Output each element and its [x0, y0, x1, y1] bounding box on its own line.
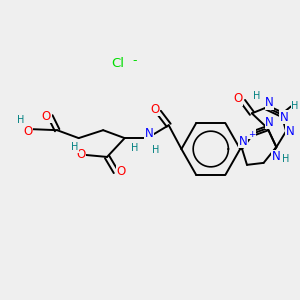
Text: H: H [282, 154, 290, 164]
Text: O: O [23, 125, 32, 138]
Text: N: N [145, 127, 154, 140]
Text: H: H [71, 142, 79, 152]
Text: H: H [17, 115, 25, 125]
Text: N: N [239, 135, 248, 148]
Text: O: O [42, 110, 51, 123]
Text: O: O [76, 148, 85, 161]
Text: H: H [253, 91, 260, 100]
Text: O: O [233, 92, 243, 105]
Text: N: N [265, 96, 274, 109]
Text: N: N [265, 116, 274, 129]
Text: H: H [131, 143, 138, 153]
Text: N: N [280, 111, 289, 124]
Text: N: N [272, 150, 281, 164]
Text: N: N [286, 125, 294, 138]
Text: O: O [116, 165, 125, 178]
Text: H: H [152, 145, 160, 155]
Text: H: H [291, 101, 298, 111]
Text: O: O [150, 103, 160, 116]
Text: -: - [133, 54, 137, 67]
Text: Cl: Cl [111, 57, 124, 70]
Text: +: + [248, 130, 256, 139]
